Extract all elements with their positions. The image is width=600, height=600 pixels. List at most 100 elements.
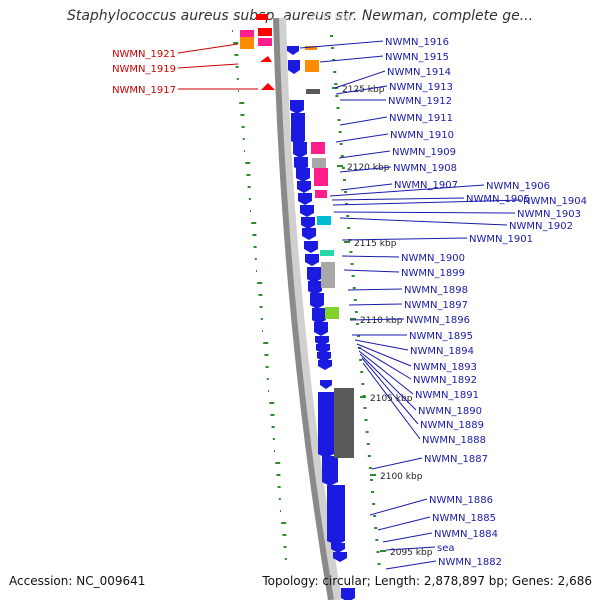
right-gene-label[interactable]: NWMN_1914 <box>387 67 451 78</box>
forward-gene-block[interactable] <box>306 89 320 94</box>
right-gene-label[interactable]: NWMN_1891 <box>415 390 479 401</box>
right-gene-label[interactable]: NWMN_1898 <box>404 285 468 296</box>
right-gene-label[interactable]: NWMN_1913 <box>389 82 453 93</box>
forward-gene-block[interactable] <box>296 168 310 178</box>
forward-gene-block[interactable] <box>314 168 328 186</box>
right-gene-label[interactable]: NWMN_1889 <box>420 420 484 431</box>
forward-gene-block[interactable] <box>334 388 354 458</box>
right-gene-label[interactable]: NWMN_1892 <box>413 375 477 386</box>
forward-gene-block[interactable] <box>318 392 334 454</box>
forward-gene-block[interactable] <box>333 552 347 558</box>
forward-strand-features <box>287 46 355 600</box>
forward-gene-block[interactable] <box>294 157 308 167</box>
forward-gene-block[interactable] <box>300 205 314 213</box>
forward-gene-block[interactable] <box>310 293 324 305</box>
gc-dot <box>350 263 354 265</box>
right-gene-label[interactable]: NWMN_1894 <box>410 346 474 357</box>
right-gene-label[interactable]: NWMN_1882 <box>438 557 502 568</box>
forward-gene-block[interactable] <box>305 46 317 50</box>
left-gene-label[interactable]: NWMN_1917 <box>112 85 176 96</box>
ruler-tick-label[interactable]: 2105 kbp <box>370 394 413 404</box>
forward-gene-block[interactable] <box>327 485 345 541</box>
forward-gene-block[interactable] <box>301 217 315 225</box>
forward-gene-block[interactable] <box>315 336 329 342</box>
reverse-gene-block[interactable] <box>256 14 268 20</box>
right-gene-label[interactable]: NWMN_1906 <box>486 181 550 192</box>
right-gene-label[interactable]: NWMN_1903 <box>517 209 581 220</box>
forward-gene-block[interactable] <box>307 267 321 279</box>
forward-gene-block[interactable] <box>312 158 326 168</box>
ruler-tick-label[interactable]: 2120 kbp <box>347 163 390 173</box>
right-gene-label[interactable]: NWMN_1895 <box>409 331 473 342</box>
forward-gene-block[interactable] <box>325 307 339 319</box>
ruler-tick-label[interactable]: 2100 kbp <box>380 472 423 482</box>
right-gene-label[interactable]: NWMN_1888 <box>422 435 486 446</box>
forward-gene-block[interactable] <box>304 241 318 249</box>
right-gene-label[interactable]: NWMN_1897 <box>404 300 468 311</box>
right-gene-label[interactable]: NWMN_1905 <box>466 194 530 205</box>
forward-gene-block[interactable] <box>318 360 332 366</box>
reverse-gene-block[interactable] <box>240 30 254 37</box>
forward-gene-block[interactable] <box>291 113 305 141</box>
gc-dot <box>369 479 373 481</box>
forward-gene-block[interactable] <box>321 262 335 288</box>
right-gene-label[interactable]: NWMN_1901 <box>469 234 533 245</box>
reverse-gene-block[interactable] <box>240 37 254 49</box>
reverse-gene-arrow[interactable] <box>260 56 272 62</box>
right-gene-label[interactable]: NWMN_1912 <box>388 96 452 107</box>
forward-gene-block[interactable] <box>305 254 319 262</box>
forward-gene-block[interactable] <box>298 193 312 201</box>
ruler-tick-label[interactable]: 2110 kbp <box>360 316 403 326</box>
right-gene-label[interactable]: NWMN_1885 <box>432 513 496 524</box>
forward-gene-block[interactable] <box>305 60 319 72</box>
forward-gene-block[interactable] <box>320 380 332 385</box>
right-gene-label[interactable]: NWMN_1908 <box>393 163 457 174</box>
forward-gene-block[interactable] <box>341 588 355 598</box>
reverse-gene-arrow[interactable] <box>261 83 275 90</box>
forward-gene-block[interactable] <box>314 322 328 332</box>
forward-gene-block[interactable] <box>320 250 334 256</box>
forward-gene-block[interactable] <box>316 344 330 350</box>
right-gene-label[interactable]: NWMN_1884 <box>434 529 498 540</box>
forward-gene-block[interactable] <box>322 456 338 482</box>
right-gene-label[interactable]: NWMN_1907 <box>394 180 458 191</box>
ruler-top-tick-label[interactable]: 2130 kbp <box>309 13 352 23</box>
left-gene-label[interactable]: NWMN_1919 <box>112 64 176 75</box>
forward-gene-block[interactable] <box>312 308 326 320</box>
forward-gene-block[interactable] <box>297 181 311 189</box>
right-gene-label[interactable]: NWMN_1899 <box>401 268 465 279</box>
ruler-tick-label[interactable]: 2115 kbp <box>354 239 397 249</box>
right-gene-label[interactable]: NWMN_1910 <box>390 130 454 141</box>
gc-dot <box>338 131 342 133</box>
right-gene-label[interactable]: NWMN_1896 <box>406 315 470 326</box>
forward-gene-block[interactable] <box>293 142 307 154</box>
right-gene-label[interactable]: NWMN_1911 <box>389 113 453 124</box>
forward-gene-block[interactable] <box>317 216 331 225</box>
right-gene-label[interactable]: NWMN_1886 <box>429 495 493 506</box>
right-gene-label[interactable]: NWMN_1890 <box>418 406 482 417</box>
gc-dot <box>364 419 368 421</box>
right-gene-label[interactable]: NWMN_1915 <box>385 52 449 63</box>
right-gene-label[interactable]: NWMN_1893 <box>413 362 477 373</box>
forward-gene-block[interactable] <box>315 190 327 198</box>
right-gene-label[interactable]: NWMN_1904 <box>523 196 587 207</box>
left-gene-label[interactable]: NWMN_1921 <box>112 49 176 60</box>
right-gene-label[interactable]: NWMN_1887 <box>424 454 488 465</box>
forward-gene-block[interactable] <box>288 60 300 70</box>
right-gene-label[interactable]: sea <box>437 543 455 554</box>
right-gene-label[interactable]: NWMN_1900 <box>401 253 465 264</box>
forward-gene-block[interactable] <box>287 46 299 51</box>
ruler-tick-label[interactable]: 2095 kbp <box>390 548 433 558</box>
forward-gene-block[interactable] <box>290 100 304 110</box>
right-gene-label[interactable]: NWMN_1916 <box>385 37 449 48</box>
right-gene-label[interactable]: NWMN_1902 <box>509 221 573 232</box>
forward-gene-block[interactable] <box>317 352 331 358</box>
right-gene-label[interactable]: NWMN_1909 <box>392 147 456 158</box>
forward-gene-block[interactable] <box>308 281 322 291</box>
forward-gene-block[interactable] <box>311 142 325 154</box>
forward-gene-block[interactable] <box>331 543 345 549</box>
reverse-gene-block[interactable] <box>258 28 272 36</box>
reverse-gene-block[interactable] <box>258 38 272 46</box>
forward-gene-block[interactable] <box>302 228 316 236</box>
